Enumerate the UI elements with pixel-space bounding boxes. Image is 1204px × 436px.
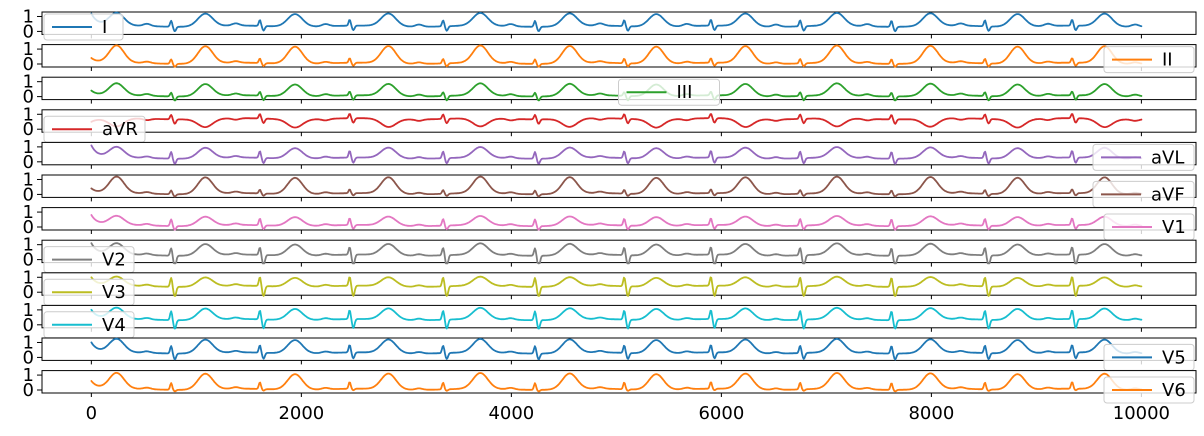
y-tick-label: 0 (23, 119, 34, 140)
y-tick-label: 0 (23, 282, 34, 303)
legend-v2: V2 (43, 246, 135, 274)
series-line-v5 (90, 337, 1143, 361)
y-tick-label: 0 (23, 380, 34, 401)
y-tick-label: 0 (23, 184, 34, 205)
lead-panel: 01 II (23, 39, 1197, 75)
axes-frame (41, 11, 1197, 35)
lead-panels: 01I01II01III01aVR01aVL01aVF01V101V201V30… (23, 6, 1197, 404)
legend-box (1092, 143, 1195, 171)
lead-panel: 01 V6 (23, 365, 1197, 404)
legend-label: III (677, 82, 693, 103)
y-tick-label: 0 (23, 250, 34, 271)
legend-avl: aVL (1092, 143, 1195, 171)
legend-label: V6 (1162, 380, 1186, 401)
y-tick-label: 1 (23, 267, 34, 288)
x-tick-label: 6000 (698, 403, 744, 424)
x-tick-label: 8000 (908, 403, 954, 424)
lead-panel: 01 aVF (23, 169, 1197, 208)
legend-v3: V3 (43, 278, 135, 306)
y-tick-label: 1 (23, 137, 34, 158)
legend-label: aVF (1151, 184, 1185, 205)
lead-panel: 01 V1 (23, 202, 1197, 241)
y-tick-label: 1 (23, 235, 34, 256)
legend-v4: V4 (43, 311, 135, 339)
legend-v1: V1 (1103, 213, 1195, 241)
x-tick-label: 2000 (278, 403, 324, 424)
lead-panel: 01 aVL (23, 137, 1197, 173)
legend-label: V3 (102, 282, 126, 303)
axes-frame (41, 337, 1197, 361)
axes-frame (41, 44, 1197, 68)
legend-v6: V6 (1103, 376, 1195, 404)
axes-frame (41, 174, 1197, 198)
y-tick-label: 0 (23, 87, 34, 108)
legend-avf: aVF (1092, 180, 1195, 208)
legend-label: V5 (1162, 347, 1186, 368)
legend-label: aVR (102, 119, 138, 140)
legend-i: I (43, 13, 124, 41)
legend-label: II (1162, 50, 1173, 71)
y-tick-label: 0 (23, 347, 34, 368)
axes-frame (41, 207, 1197, 231)
axes-frame (41, 304, 1197, 329)
legend-iii: III (618, 78, 720, 106)
legend-avr: aVR (43, 115, 146, 143)
series-line-v3 (90, 275, 1143, 297)
axes-frame (41, 109, 1197, 133)
x-tick-label: 10000 (1113, 403, 1170, 424)
series-line-ii (90, 44, 1143, 68)
legend-label: I (102, 17, 107, 38)
lead-panel: 01 V3 (23, 267, 1197, 306)
y-tick-label: 1 (23, 332, 34, 353)
series-line-avf (90, 175, 1143, 198)
series-line-iii (90, 82, 1143, 102)
x-tick-label: 0 (86, 403, 97, 424)
series-line-i (90, 11, 1143, 33)
y-tick-label: 1 (23, 202, 34, 223)
y-tick-label: 0 (23, 152, 34, 173)
series-line-avr (90, 113, 1143, 129)
y-tick-label: 1 (23, 39, 34, 60)
y-tick-label: 0 (23, 54, 34, 75)
y-tick-label: 1 (23, 72, 34, 93)
y-tick-label: 1 (23, 6, 34, 27)
y-tick-label: 1 (23, 365, 34, 386)
legend-box (618, 78, 720, 106)
series-line-v6 (90, 371, 1143, 393)
legend-v5: V5 (1103, 343, 1195, 371)
legend-label: V1 (1162, 217, 1186, 238)
series-line-v2 (90, 242, 1143, 265)
y-tick-label: 0 (23, 217, 34, 238)
lead-panel: 01 I (23, 6, 1197, 42)
series-line-v1 (90, 214, 1143, 231)
y-tick-label: 1 (23, 104, 34, 125)
lead-panel: 01 III (23, 72, 1197, 108)
legend-label: aVL (1151, 147, 1184, 168)
y-tick-label: 1 (23, 169, 34, 190)
legend-label: V4 (102, 315, 126, 336)
lead-panel: 01 V2 (23, 235, 1197, 274)
lead-panel: 01 V4 (23, 300, 1197, 339)
lead-panel: 01 V5 (23, 332, 1197, 371)
series-line-v4 (90, 306, 1143, 330)
x-axis: 0 2000 4000 6000 8000 10000 (86, 403, 1170, 424)
y-tick-label: 0 (23, 315, 34, 336)
axes-frame (41, 370, 1197, 394)
legend-label: V2 (102, 250, 126, 271)
axes-frame (41, 272, 1197, 296)
y-tick-label: 0 (23, 21, 34, 42)
x-tick-label: 4000 (488, 403, 534, 424)
axes-frame (41, 239, 1197, 264)
y-tick-label: 1 (23, 300, 34, 321)
axes-frame (41, 141, 1197, 166)
legend-ii: II (1103, 46, 1195, 74)
series-line-avl (90, 144, 1143, 165)
lead-panel: 01 aVR (23, 104, 1197, 143)
